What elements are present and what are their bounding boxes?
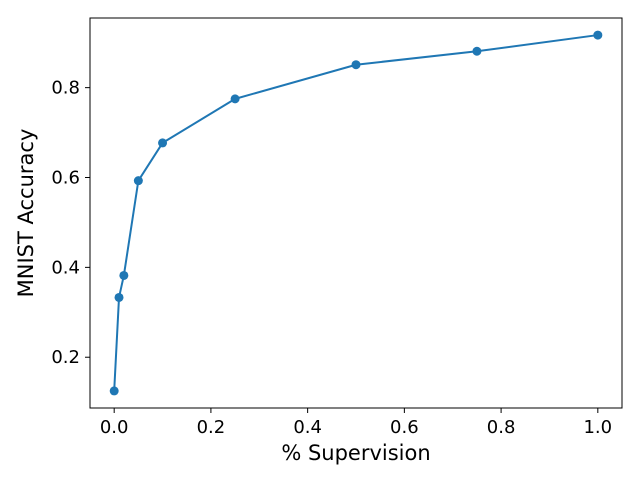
x-axis: 0.0 0.2 0.4 0.6 0.8 1.0 — [100, 408, 612, 438]
plot-frame — [89, 17, 623, 409]
data-point — [114, 292, 124, 302]
data-point — [133, 176, 143, 186]
x-axis-title: % Supervision — [281, 441, 430, 465]
y-axis-title: MNIST Accuracy — [14, 129, 38, 298]
x-tick-label: 0.0 — [100, 417, 129, 438]
data-point — [109, 386, 119, 396]
data-point — [472, 46, 482, 56]
series-layer — [109, 30, 603, 396]
x-tick-label: 0.2 — [197, 417, 226, 438]
x-tick-label: 0.6 — [390, 417, 419, 438]
y-axis: 0.2 0.4 0.6 0.8 — [51, 78, 90, 368]
y-tick-label: 0.6 — [51, 168, 80, 189]
data-point — [593, 30, 603, 40]
data-point — [230, 94, 240, 104]
x-tick-label: 0.4 — [293, 417, 322, 438]
x-tick-label: 1.0 — [583, 417, 612, 438]
plot-area — [89, 17, 623, 409]
y-tick-label: 0.8 — [51, 78, 80, 99]
data-point — [158, 138, 168, 148]
y-tick-label: 0.2 — [51, 347, 80, 368]
data-point — [119, 270, 129, 280]
x-tick-label: 0.8 — [487, 417, 516, 438]
data-point — [351, 60, 361, 70]
y-tick-label: 0.4 — [51, 257, 80, 278]
